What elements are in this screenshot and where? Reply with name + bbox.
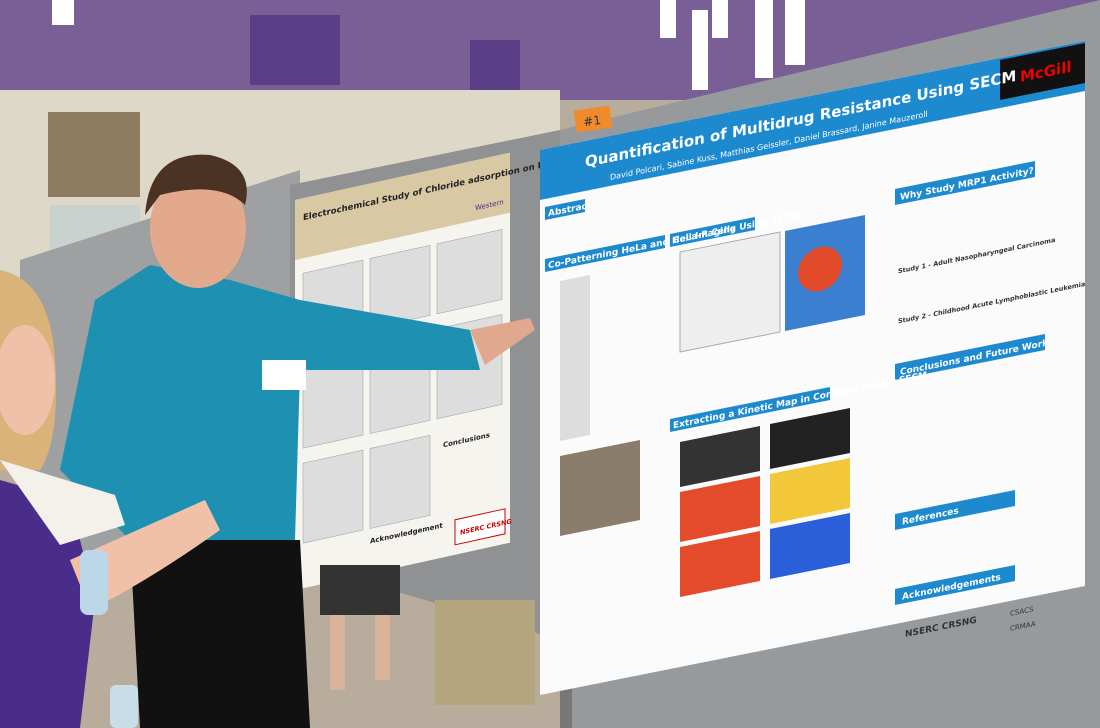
water-bottle: [80, 550, 108, 615]
light: [755, 0, 773, 78]
header-bar: [545, 234, 665, 272]
sponsor-box: [454, 508, 506, 546]
section-headers: [545, 160, 1045, 605]
heatmap: [770, 457, 850, 524]
figures: [302, 229, 503, 544]
presenter-hand: [470, 318, 535, 365]
wall-panel: [250, 15, 340, 85]
header-bar: [895, 160, 1035, 205]
light: [785, 0, 805, 65]
light: [660, 0, 676, 38]
heatmap: [680, 475, 760, 542]
leg: [375, 615, 390, 680]
heatmap: [680, 530, 760, 597]
ceiling-lights: [52, 0, 805, 90]
header-bar: [670, 386, 830, 432]
heatmap: [770, 512, 850, 579]
figure: [679, 231, 781, 353]
figure: [369, 434, 431, 529]
poster-header: [295, 152, 510, 260]
logo-box: [1000, 42, 1085, 100]
presenter-pants: [130, 540, 310, 728]
main-poster: McGill Quantification of Multidrug Resis…: [540, 40, 1085, 695]
visitor-face: [0, 325, 55, 435]
presenter-shirt: [60, 265, 480, 545]
micrograph: [680, 425, 760, 487]
poster-paper: [540, 40, 1085, 695]
presenter-hair: [145, 154, 247, 215]
micrograph: [770, 407, 850, 469]
figure: [302, 449, 364, 544]
leg: [330, 615, 345, 690]
presenter-head: [150, 168, 246, 288]
figure: [436, 229, 503, 315]
poster-header: [540, 40, 1085, 200]
heatmap-spot: [798, 246, 842, 292]
light: [52, 0, 74, 25]
figures: [560, 214, 865, 597]
light: [712, 0, 728, 38]
header-bar: [670, 216, 755, 247]
board-number-tag: [573, 105, 613, 133]
board-number: #1: [582, 113, 601, 129]
header-bar: [895, 489, 1015, 530]
papers: [0, 460, 125, 545]
figure: [560, 274, 590, 441]
micrograph: [560, 439, 640, 536]
header-bar: [895, 333, 1045, 380]
header-bar: [545, 198, 585, 220]
bystander-pants: [435, 600, 535, 705]
water-bottle: [110, 685, 138, 728]
wall-board: [48, 112, 140, 197]
light: [692, 10, 708, 90]
visitor-top: [0, 480, 95, 728]
header-bar: [895, 564, 1015, 605]
name-badge: [262, 360, 306, 390]
bystander-shorts: [320, 565, 400, 615]
